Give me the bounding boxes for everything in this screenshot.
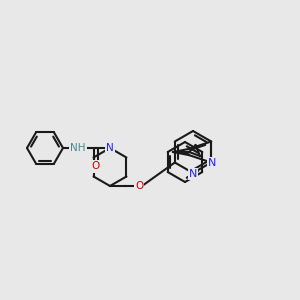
Text: N: N <box>189 169 197 179</box>
Text: O: O <box>92 161 100 171</box>
Text: N: N <box>106 143 114 153</box>
Text: O: O <box>92 162 100 172</box>
Text: O: O <box>135 181 143 191</box>
Text: N: N <box>208 158 216 169</box>
Text: N: N <box>189 169 197 179</box>
Text: N: N <box>208 158 216 169</box>
Text: N: N <box>106 143 114 153</box>
Text: NH: NH <box>70 143 86 153</box>
Text: NH: NH <box>70 143 86 153</box>
Text: O: O <box>135 181 143 191</box>
